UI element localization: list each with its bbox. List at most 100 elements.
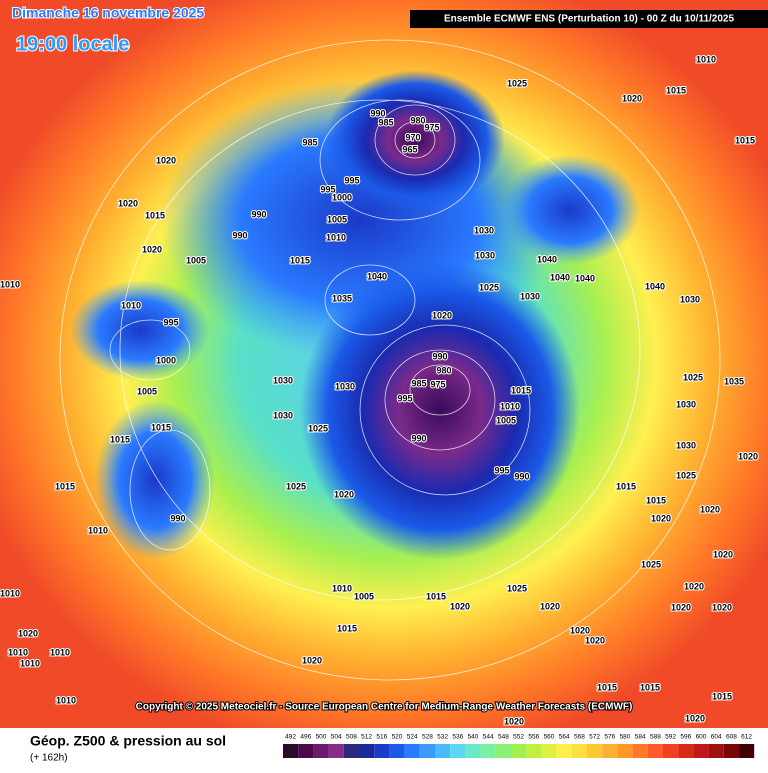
colorbar-label: 512: [361, 734, 372, 741]
color-swatch: [389, 744, 405, 758]
isobar-label: 1025: [507, 78, 527, 88]
isobar-label: 1015: [646, 495, 666, 505]
trough: [500, 155, 640, 265]
color-swatch: [632, 744, 648, 758]
isobar-label: 1030: [474, 225, 494, 235]
colorbar-label: 596: [680, 734, 691, 741]
colorbar-label: 568: [574, 734, 585, 741]
colorbar-label: 556: [528, 734, 539, 741]
isobar-label: 1010: [0, 588, 20, 598]
isobar-label: 1010: [20, 658, 40, 668]
isobar-label: 1025: [683, 372, 703, 382]
isobar-label: 995: [344, 175, 359, 185]
isobar-label: 990: [514, 471, 529, 481]
isobar-label: 1010: [56, 695, 76, 705]
color-swatch: [663, 744, 679, 758]
isobar-label: 1020: [570, 625, 590, 635]
colorbar-label: 544: [483, 734, 494, 741]
colorbar-label: 516: [376, 734, 387, 741]
isobar-label: 1020: [504, 716, 524, 726]
isobar-label: 1010: [696, 54, 716, 64]
isobar-label: 1040: [550, 272, 570, 282]
trough: [70, 280, 210, 380]
isobar-label: 990: [411, 433, 426, 443]
colorbar-label: 528: [422, 734, 433, 741]
isobar-label: 1010: [8, 647, 28, 657]
isobar-label: 1020: [651, 513, 671, 523]
isobar-label: 1015: [712, 691, 732, 701]
isobar-label: 1035: [724, 376, 744, 386]
colorbar: 492 496 500 504 508 512 516 520 524 528 532 536 540 5…: [283, 734, 755, 758]
low-centre: [300, 260, 580, 560]
isobar-label: 1030: [676, 440, 696, 450]
isobar-label: 1015: [55, 481, 75, 491]
isobar-label: 1020: [302, 655, 322, 665]
color-swatch: [495, 744, 511, 758]
isobar-label: 1030: [273, 375, 293, 385]
colorbar-label: 588: [650, 734, 661, 741]
isobar-label: 1030: [520, 291, 540, 301]
colorbar-label: 608: [726, 734, 737, 741]
isobar-label: 1010: [0, 279, 20, 289]
colorbar-label: 584: [635, 734, 646, 741]
color-swatch: [693, 744, 709, 758]
isobar-label: 1005: [354, 591, 374, 601]
footer-title: Géop. Z500 & pression au sol: [30, 733, 226, 749]
isobar-label: 995: [320, 184, 335, 194]
isobar-label: 1020: [685, 713, 705, 723]
color-swatch: [374, 744, 390, 758]
isobar-label: 990: [232, 230, 247, 240]
colorbar-label: 560: [544, 734, 555, 741]
isobar-label: 1010: [500, 401, 520, 411]
isobar-label: 1015: [290, 255, 310, 265]
isobar-label: 1020: [622, 93, 642, 103]
color-swatch: [511, 744, 527, 758]
isobar-label: 975: [430, 379, 445, 389]
isobar-label: 1020: [540, 601, 560, 611]
trough: [95, 400, 215, 560]
color-swatch: [450, 744, 466, 758]
colorbar-label: 532: [437, 734, 448, 741]
isobar-label: 995: [494, 465, 509, 475]
isobar-label: 1000: [332, 192, 352, 202]
color-swatch: [328, 744, 344, 758]
isobars: [59, 39, 721, 681]
isobar-label: 1020: [334, 489, 354, 499]
isobar-label: 1020: [700, 504, 720, 514]
isobar-label: 1020: [118, 198, 138, 208]
isobar-label: 1010: [50, 647, 70, 657]
isobar-label: 1025: [507, 583, 527, 593]
colorbar-label: 540: [468, 734, 479, 741]
color-swatch: [419, 744, 435, 758]
isobar-label: 1020: [713, 549, 733, 559]
colorbar-label: 580: [620, 734, 631, 741]
isobar-label: 1020: [684, 581, 704, 591]
isobar-label: 965: [402, 144, 417, 154]
isobar-label: 1025: [479, 282, 499, 292]
isobar-label: 1020: [432, 310, 452, 320]
isobar-label: 970: [405, 132, 420, 142]
colorbar-label: 504: [331, 734, 342, 741]
color-swatch: [404, 744, 420, 758]
colorbar-label: 572: [589, 734, 600, 741]
color-swatch: [587, 744, 603, 758]
isobar-label: 1030: [335, 381, 355, 391]
color-swatch: [647, 744, 663, 758]
isobar-label: 1010: [332, 583, 352, 593]
color-swatch: [571, 744, 587, 758]
color-swatch: [435, 744, 451, 758]
colorbar-label: 500: [316, 734, 327, 741]
isobar-label: 1015: [110, 434, 130, 444]
isobar-label: 1010: [121, 300, 141, 310]
isobar-label: 1030: [680, 294, 700, 304]
colorbar-label: 508: [346, 734, 357, 741]
date: Dimanche 16 novembre 2025: [12, 5, 204, 21]
color-swatch: [617, 744, 633, 758]
isobar-label: 985: [302, 137, 317, 147]
isobar-label: 1020: [142, 244, 162, 254]
colorbar-label: 564: [559, 734, 570, 741]
isobar-label: 1030: [475, 250, 495, 260]
isobar-label: 1005: [327, 214, 347, 224]
isobar-label: 1025: [286, 481, 306, 491]
color-swatch: [541, 744, 557, 758]
